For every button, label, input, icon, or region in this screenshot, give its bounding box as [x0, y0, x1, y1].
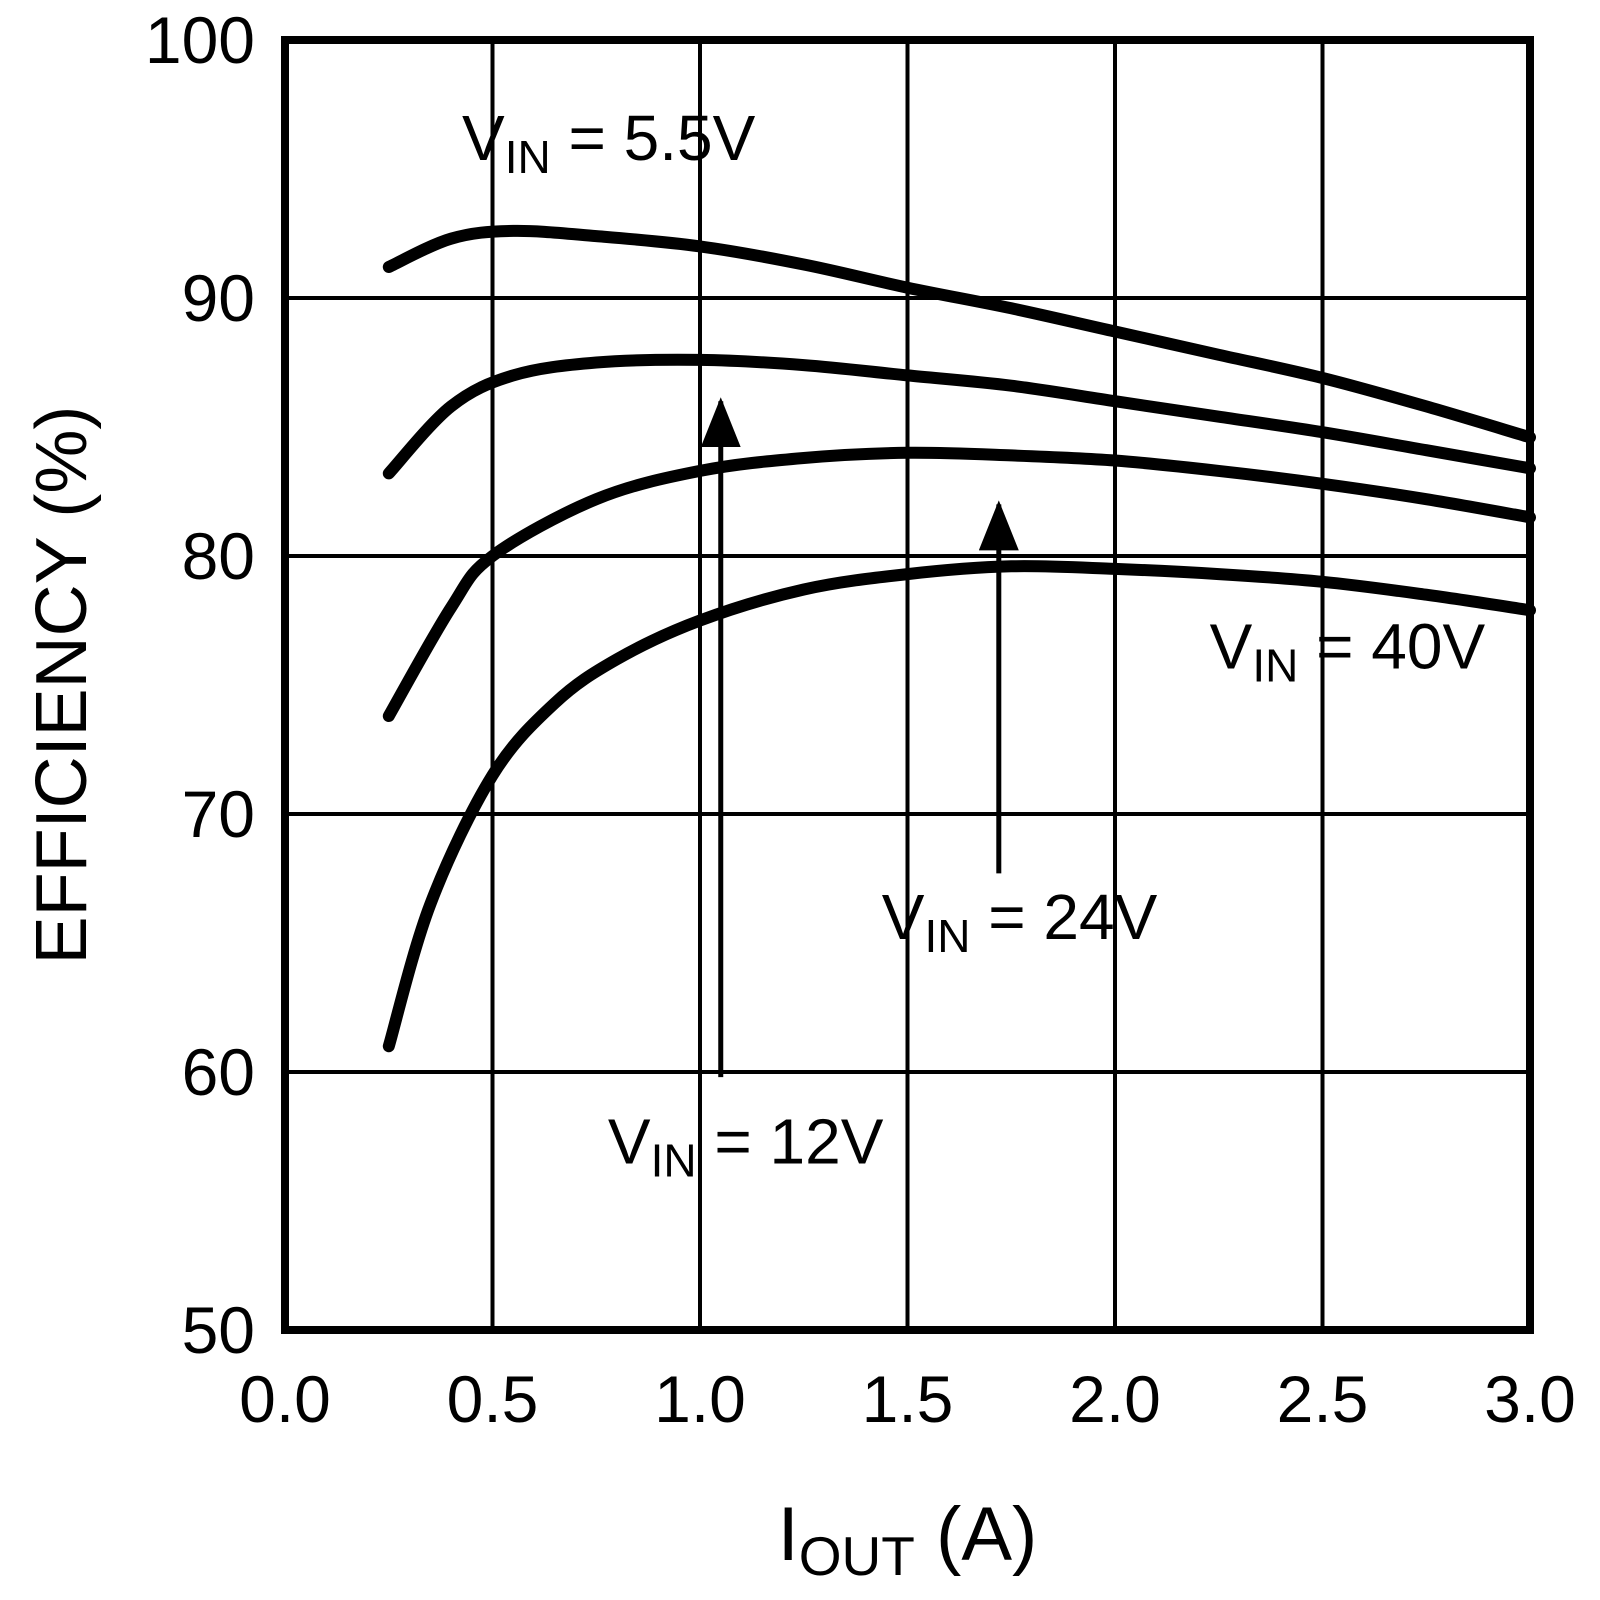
plot-border	[281, 36, 1534, 1334]
vin-5p5v-label: VIN = 5.5V	[462, 102, 756, 183]
y-tick-label-70: 70	[182, 777, 255, 851]
curve-vin-40v	[382, 560, 1536, 1053]
y-tick-label-50: 50	[182, 1293, 255, 1367]
y-axis-title: EFFICIENCY (%)	[22, 406, 102, 965]
vin-24v-label: VIN = 24V	[882, 881, 1158, 962]
y-tick-label-60: 60	[182, 1035, 255, 1109]
y-tick-label-90: 90	[182, 261, 255, 335]
x-tick-label-0.0: 0.0	[239, 1362, 331, 1436]
x-tick-label-2.5: 2.5	[1277, 1362, 1369, 1436]
x-tick-label-0.5: 0.5	[447, 1362, 539, 1436]
vin-12v-label: VIN = 12V	[608, 1106, 884, 1187]
vin-40v-label: VIN = 40V	[1210, 610, 1486, 691]
x-axis-title: IOUT (A)	[778, 1492, 1038, 1587]
curve-vin-5p5v	[382, 224, 1536, 444]
y-tick-label-80: 80	[182, 519, 255, 593]
x-tick-label-2.0: 2.0	[1069, 1362, 1161, 1436]
x-tick-label-3.0: 3.0	[1484, 1362, 1576, 1436]
x-tick-label-1.0: 1.0	[654, 1362, 746, 1436]
curve-vin-24v	[382, 446, 1536, 722]
x-tick-label-1.5: 1.5	[862, 1362, 954, 1436]
y-tick-label-100: 100	[145, 3, 255, 77]
curve-vin-12v	[382, 353, 1536, 480]
